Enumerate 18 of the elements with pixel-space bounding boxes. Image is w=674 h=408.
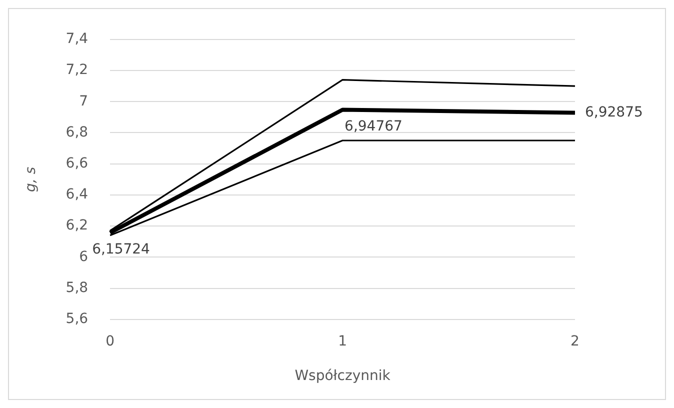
- y-tick-label: 5,6: [66, 311, 88, 328]
- data-label: 6,15724: [92, 241, 150, 258]
- y-tick-label: 6,6: [66, 155, 88, 172]
- x-tick-label: 2: [570, 333, 580, 350]
- y-tick-label: 6,8: [66, 124, 88, 140]
- y-tick-label: 7,4: [66, 31, 88, 48]
- y-axis-title: g, s: [23, 166, 40, 192]
- x-tick-label: 1: [338, 333, 347, 350]
- data-label: 6,92875: [585, 104, 643, 120]
- x-tick-label: 0: [106, 333, 115, 350]
- y-tick-label: 6: [79, 248, 88, 265]
- y-tick-label: 6,2: [66, 218, 88, 234]
- y-tick-label: 7,2: [66, 62, 88, 78]
- y-tick-label: 5,8: [66, 280, 88, 296]
- x-axis-title: Współczynnik: [294, 368, 392, 384]
- y-tick-label: 7: [79, 93, 88, 110]
- data-label: 6,94767: [344, 118, 402, 134]
- y-tick-label: 6,4: [66, 186, 88, 203]
